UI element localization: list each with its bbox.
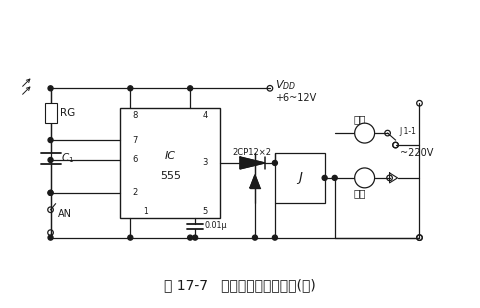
Circle shape: [252, 235, 257, 240]
Circle shape: [48, 235, 53, 240]
Circle shape: [273, 160, 277, 165]
Circle shape: [48, 157, 53, 162]
Text: 红灯: 红灯: [353, 114, 366, 124]
Text: $V_{DD}$: $V_{DD}$: [275, 79, 296, 92]
Circle shape: [273, 235, 277, 240]
Circle shape: [188, 86, 192, 91]
Text: +6~12V: +6~12V: [275, 93, 316, 103]
Bar: [120, 108, 220, 218]
Circle shape: [188, 235, 192, 240]
Circle shape: [128, 235, 133, 240]
Circle shape: [48, 190, 53, 195]
Text: 8: 8: [132, 111, 138, 120]
Bar: [275, 153, 325, 203]
Circle shape: [355, 123, 374, 143]
Circle shape: [322, 175, 327, 180]
Text: RG: RG: [60, 108, 75, 118]
Text: 白灯: 白灯: [353, 188, 366, 198]
Circle shape: [48, 86, 53, 91]
Text: J: J: [298, 171, 302, 184]
Text: 图 17-7   自动曝光定时器电路(二): 图 17-7 自动曝光定时器电路(二): [164, 278, 316, 292]
Circle shape: [355, 168, 374, 188]
Circle shape: [48, 138, 53, 143]
Text: ~220V: ~220V: [399, 148, 433, 158]
Text: 555: 555: [160, 171, 180, 181]
Text: AN: AN: [58, 209, 72, 219]
Text: $C_1$: $C_1$: [60, 151, 74, 165]
Circle shape: [128, 86, 133, 91]
Text: 6: 6: [132, 156, 138, 164]
Circle shape: [192, 235, 198, 240]
Text: 4: 4: [203, 111, 208, 120]
Circle shape: [48, 190, 53, 195]
Text: IC: IC: [165, 151, 176, 161]
Bar: [45, 103, 57, 123]
Polygon shape: [240, 157, 265, 169]
Text: 0.01μ: 0.01μ: [204, 221, 227, 230]
Text: 2: 2: [132, 188, 138, 197]
Circle shape: [332, 175, 337, 180]
Text: 5: 5: [203, 207, 208, 216]
Text: 1: 1: [143, 207, 148, 216]
Text: 3: 3: [203, 158, 208, 168]
Polygon shape: [250, 175, 260, 188]
Text: J 1-1: J 1-1: [399, 127, 417, 136]
Text: 7: 7: [132, 136, 138, 144]
Text: 2CP12×2: 2CP12×2: [232, 148, 271, 156]
